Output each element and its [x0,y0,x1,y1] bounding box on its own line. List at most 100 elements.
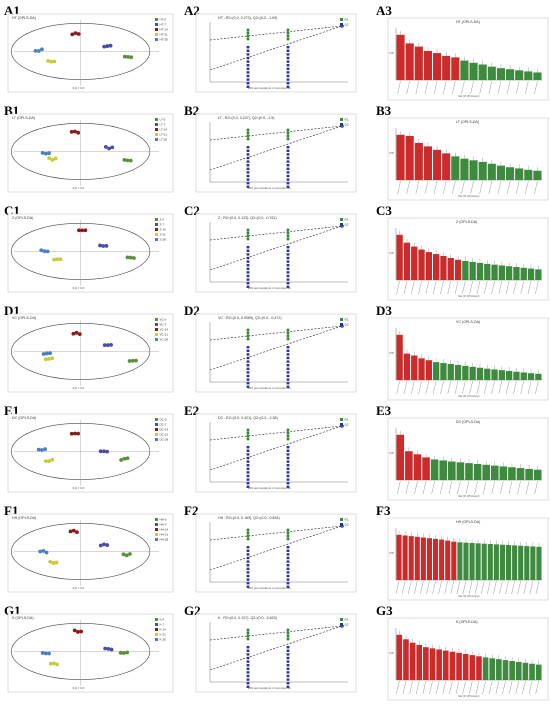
vip-bar [462,260,469,280]
perm-legend-label: Q2 [345,323,349,327]
vip-tick-label [440,380,444,395]
legend-label: DC-7 [160,423,167,427]
vip-bar [408,536,414,580]
perm-legend-swatch [340,323,343,326]
vip-bar [451,57,460,80]
vip-tick-label [450,580,455,595]
perm-legend-label: R2 [345,418,349,422]
q2-permutation-point [286,549,290,552]
vip-tick-label [470,180,474,195]
r2-regression-line [209,425,343,441]
q2-permutation-point [286,674,290,678]
vip-bar [533,170,542,180]
vip-tick-label [497,80,502,95]
vip-tick-label [482,480,487,495]
vip-bar [506,370,513,380]
vip-tick-label [520,380,524,395]
vip-axis-label: Var ID (Primary) [458,494,479,498]
vip-title: K (OPLS-DA) [456,620,478,624]
q2-permutation-point [246,153,250,156]
perm-frame [195,113,357,193]
vip-panel-G: G3 K (OPLS-DA) VIP Var ID (Primary) [376,603,549,701]
perm-legend-label: R2 [345,18,349,22]
scores-title: Z (OPLS-DA) [12,216,33,220]
score-point [43,651,48,656]
vip-tick-label [396,680,400,695]
vip-bar [423,647,429,680]
legend-label: K-28 [160,638,167,642]
q2-permutation-point [286,585,290,588]
r2-permutation-point [286,437,290,441]
legend-swatch [155,328,158,331]
vip-tick-label [439,480,444,495]
perm-axis-label: 200 permutations 4 components [248,486,291,490]
q2-permutation-point [246,185,250,188]
legend-swatch [155,33,158,36]
q2-permutation-point [286,253,290,256]
vip-tick-label [535,280,539,295]
perm-legend-swatch [340,18,343,21]
vip-bar [478,64,487,80]
vip-bar [442,153,451,180]
q2-permutation-point [246,249,250,252]
perm-legend-label: R2 [345,118,349,122]
vip-tick-label [517,580,521,595]
legend-label: LT-14 [160,128,168,132]
q2-permutation-point [246,164,250,167]
panel-label: G3 [376,603,393,618]
vip-frame [387,17,549,101]
score-point [50,356,55,361]
q2-permutation-point [286,646,290,649]
vip-tick-label [480,580,485,595]
vip-tick-label [457,480,461,495]
score-point [122,456,127,461]
vip-tick-label [425,280,430,295]
q2-permutation-point [286,71,290,74]
perm-title: Z : R2=(0.0, 0.123), Q2=(0.0, -0.761) [218,216,277,220]
vip-bar [496,165,505,180]
vip-tick-label [476,280,481,295]
vip-title: LT (OPLS-DA) [456,120,479,124]
vip-tick-label [455,680,460,695]
vip-panel-E: E3 DC (OPLS-DA) VIP Var ID (Primary) [376,403,549,501]
q2-permutation-point [286,274,290,278]
vip-bar [506,545,512,580]
perm-legend-label: Q2 [345,623,349,627]
q2-permutation-point [246,382,250,385]
legend-swatch [155,438,158,441]
vip-bar [396,134,405,180]
q2-permutation-point [246,271,250,274]
vip-tick-label [523,580,528,595]
q2-permutation-point [246,82,250,85]
q2-permutation-point [246,64,250,67]
q2-permutation-point [286,46,290,49]
legend-swatch [155,18,158,21]
q2-permutation-point [246,671,250,674]
vip-bar [536,546,542,580]
vip-tick-label [469,680,473,695]
vip-bar [499,544,505,580]
q2-regression-line [209,25,343,71]
q2-permutation-point [246,449,250,452]
score-point [122,54,127,59]
vip-tick-label [397,180,401,195]
legend-swatch [155,628,158,631]
vip-bar [520,267,527,280]
scores-axis-label: t[1] = 0.0 [73,686,85,690]
score-point [128,158,133,163]
perm-legend-swatch [340,518,343,521]
q2-permutation-point [246,664,250,667]
vip-bar [482,464,490,480]
vip-bar [516,468,525,480]
score-point [47,156,52,161]
vip-bar [476,656,482,680]
q2-regression-line [209,425,343,471]
perm-title: HT : R2=(0.0, 0.273), Q2=(0.0, -1.09) [218,16,277,20]
q2-permutation-point [246,574,250,578]
q2-permutation-point [286,564,290,567]
vip-bar [418,358,425,380]
score-point [76,32,81,36]
legend-swatch [155,223,158,226]
r2-permutation-point [286,131,290,135]
score-point [126,54,130,59]
